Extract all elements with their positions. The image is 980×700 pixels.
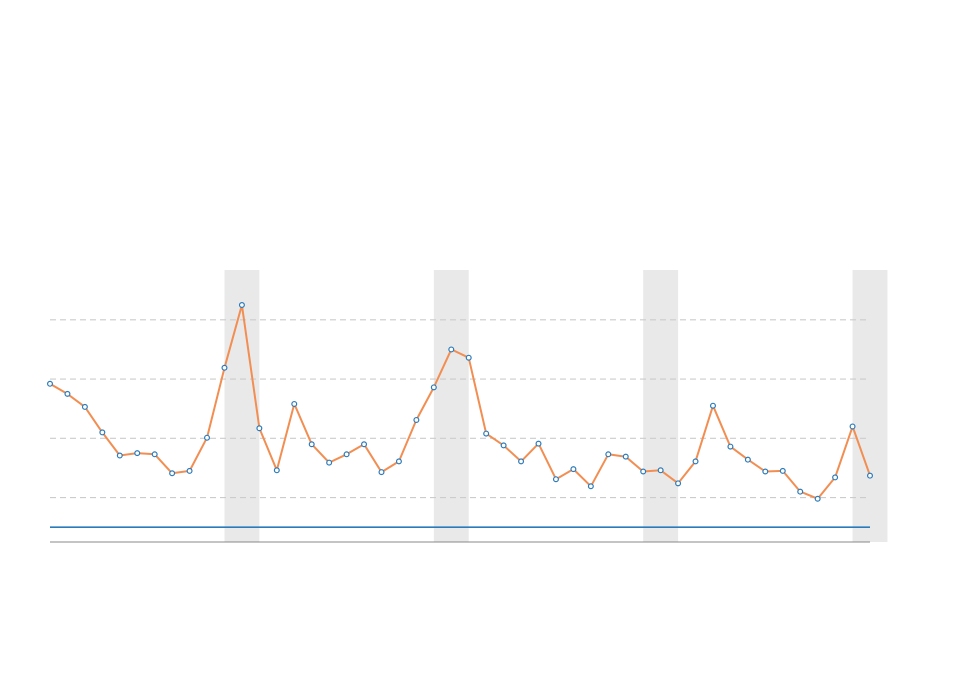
shaded-band-1	[224, 270, 260, 542]
data-point	[657, 467, 664, 474]
data-point	[692, 458, 699, 465]
data-point	[273, 467, 280, 474]
data-point	[378, 469, 385, 476]
data-point	[64, 390, 71, 397]
data-point	[587, 483, 594, 490]
data-point	[413, 416, 420, 423]
data-point	[430, 384, 437, 391]
data-point	[343, 451, 350, 458]
data-point	[779, 467, 786, 474]
data-point	[134, 450, 141, 457]
data-point	[727, 443, 734, 450]
data-point	[814, 495, 821, 502]
data-point	[535, 440, 542, 447]
data-point	[866, 472, 873, 479]
shaded-band-3	[643, 270, 679, 542]
data-point	[204, 434, 211, 441]
data-point	[622, 453, 629, 460]
data-point	[675, 480, 682, 487]
data-point	[832, 474, 839, 481]
data-point	[552, 476, 559, 483]
data-point	[483, 430, 490, 437]
data-point	[361, 441, 368, 448]
data-point	[448, 346, 455, 353]
data-point	[238, 302, 245, 309]
data-point	[500, 442, 507, 449]
data-point	[221, 364, 228, 371]
data-point	[99, 429, 106, 436]
data-point	[640, 468, 647, 475]
shaded-band-2	[433, 270, 469, 542]
data-point	[797, 488, 804, 495]
data-point	[256, 425, 263, 432]
shaded-band-4	[852, 270, 888, 542]
data-point	[395, 458, 402, 465]
data-point	[518, 458, 525, 465]
data-point	[465, 354, 472, 361]
data-point	[46, 380, 53, 387]
data-point	[570, 466, 577, 473]
series-group	[46, 302, 873, 502]
data-point	[308, 441, 315, 448]
data-point	[186, 467, 193, 474]
data-point	[116, 452, 123, 459]
data-point	[326, 459, 333, 466]
data-point	[709, 402, 716, 409]
data-point	[744, 456, 751, 463]
data-point	[762, 468, 769, 475]
shaded-bands	[224, 270, 888, 542]
data-point	[849, 423, 856, 430]
data-point	[81, 403, 88, 410]
data-point	[151, 451, 158, 458]
gridlines	[50, 319, 870, 499]
data-point	[605, 451, 612, 458]
data-point	[169, 470, 176, 477]
data-point	[291, 400, 298, 407]
